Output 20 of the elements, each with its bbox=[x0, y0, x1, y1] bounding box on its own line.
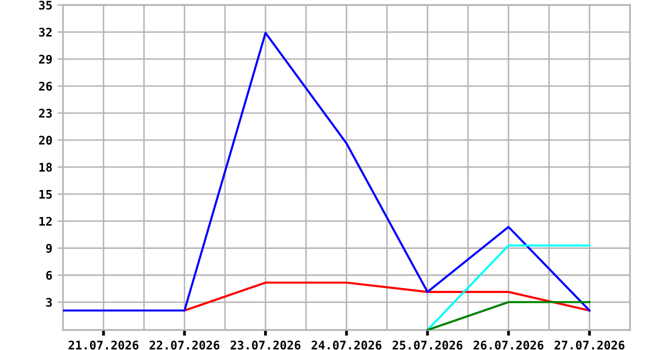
x-tick-label: 27.07.2026 bbox=[554, 340, 624, 350]
line-series bbox=[63, 32, 591, 312]
y-tick-label: 23 bbox=[39, 108, 52, 118]
y-tick-label: 15 bbox=[39, 190, 52, 199]
y-tick-label: 35 bbox=[39, 0, 52, 10]
x-tick-label: 24.07.2026 bbox=[312, 340, 382, 350]
y-tick-label: 12 bbox=[39, 216, 52, 226]
x-tick-label: 26.07.2026 bbox=[474, 340, 544, 350]
y-tick-label: 32 bbox=[39, 28, 52, 37]
y-tick-label: 9 bbox=[46, 244, 52, 253]
y-tick-label: 20 bbox=[39, 136, 52, 145]
y-tick-label: 29 bbox=[39, 54, 52, 64]
x-tick-label: 25.07.2026 bbox=[392, 340, 462, 350]
y-tick-label: 26 bbox=[39, 82, 52, 91]
y-tick-label: 3 bbox=[46, 298, 52, 307]
x-tick-label: 23.07.2026 bbox=[230, 340, 300, 350]
y-tick-label: 18 bbox=[39, 162, 52, 172]
x-tick-label: 21.07.2026 bbox=[68, 340, 138, 350]
y-tick-label: 6 bbox=[46, 270, 52, 280]
x-tick-label: 22.07.2026 bbox=[150, 340, 220, 350]
